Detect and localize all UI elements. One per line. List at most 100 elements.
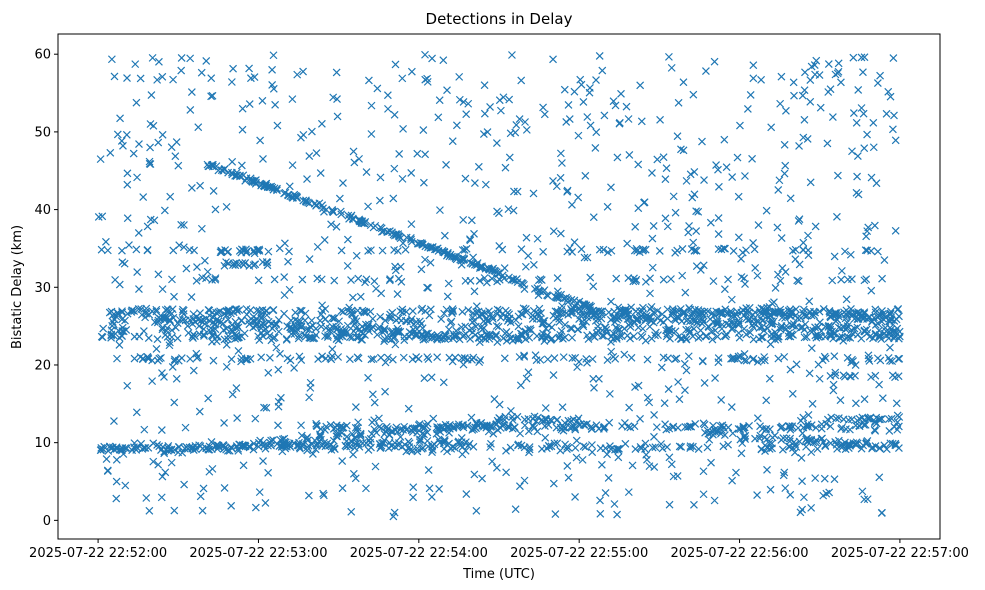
data-point [807, 344, 816, 353]
data-point [328, 314, 337, 322]
data-point [415, 435, 424, 444]
data-point [712, 161, 720, 169]
data-point [669, 192, 678, 201]
data-point [637, 117, 646, 126]
data-point [367, 130, 376, 138]
data-point [146, 160, 155, 169]
chart-title: Detections in Delay [426, 10, 573, 28]
data-point [475, 358, 484, 367]
data-point [670, 315, 679, 324]
data-point [110, 72, 119, 81]
data-point [495, 400, 504, 409]
data-point [512, 121, 521, 129]
data-point [291, 308, 300, 317]
data-point [276, 349, 284, 358]
data-point [730, 311, 739, 320]
data-point [532, 314, 541, 323]
data-point [237, 332, 246, 341]
data-point [580, 421, 589, 429]
data-point [820, 474, 829, 483]
data-point [158, 369, 166, 377]
data-point [392, 423, 401, 432]
data-point [233, 414, 242, 422]
data-point [259, 457, 267, 466]
data-point [799, 238, 808, 247]
data-point [173, 319, 182, 328]
data-point [252, 306, 261, 315]
data-point [367, 443, 375, 452]
data-point [298, 275, 307, 284]
data-point [371, 462, 380, 471]
data-point [394, 328, 403, 336]
data-point [417, 265, 426, 274]
data-point [101, 237, 110, 246]
data-point [508, 416, 517, 424]
data-point [550, 354, 559, 362]
data-point [276, 393, 285, 402]
data-point [874, 313, 883, 322]
data-point [604, 474, 613, 482]
data-point [679, 146, 688, 155]
data-point [691, 316, 700, 325]
data-point [296, 317, 305, 326]
data-point [272, 319, 281, 328]
data-point [224, 315, 233, 324]
data-point [455, 335, 464, 344]
data-point [110, 445, 119, 454]
data-point [467, 216, 476, 225]
y-tick-label: 60 [34, 48, 51, 63]
data-point [574, 193, 583, 202]
data-point [160, 449, 169, 458]
data-point [316, 169, 325, 177]
data-point [749, 61, 758, 70]
data-point [227, 501, 236, 510]
data-point [102, 455, 111, 463]
data-point [401, 245, 410, 254]
data-point [249, 445, 258, 454]
data-point [673, 313, 682, 321]
data-point [856, 309, 864, 317]
data-point [556, 173, 565, 182]
data-point [819, 304, 828, 313]
data-point [517, 245, 526, 254]
data-point [367, 355, 376, 364]
data-point [349, 147, 358, 156]
data-point [520, 476, 529, 485]
data-point [686, 442, 695, 451]
data-point [193, 263, 201, 271]
data-point [387, 314, 396, 323]
data-point [196, 492, 205, 501]
data-point [553, 439, 562, 448]
data-point [711, 326, 720, 335]
data-point [867, 318, 876, 326]
data-point [493, 338, 502, 347]
data-point [245, 320, 254, 329]
data-point [708, 308, 717, 317]
data-point [724, 275, 732, 284]
data-point [649, 222, 658, 230]
data-point [94, 213, 103, 221]
data-point [479, 130, 488, 138]
data-point [862, 275, 871, 284]
data-point [511, 505, 520, 514]
data-point [887, 414, 896, 423]
data-point [645, 398, 654, 407]
data-point [435, 485, 444, 493]
data-point [144, 334, 153, 343]
data-point [547, 323, 556, 332]
data-point [824, 60, 833, 69]
data-point [749, 335, 758, 344]
data-point [255, 306, 264, 315]
x-tick-label: 2025-07-22 22:54:00 [350, 546, 488, 561]
data-point [561, 440, 570, 449]
data-point [294, 334, 303, 343]
data-point [861, 420, 870, 429]
data-point [742, 330, 751, 339]
data-point [893, 418, 902, 427]
data-point [486, 423, 495, 431]
data-point [643, 355, 652, 364]
data-point [263, 261, 272, 270]
data-point [466, 276, 475, 285]
data-point [186, 54, 195, 63]
data-point [529, 260, 538, 269]
